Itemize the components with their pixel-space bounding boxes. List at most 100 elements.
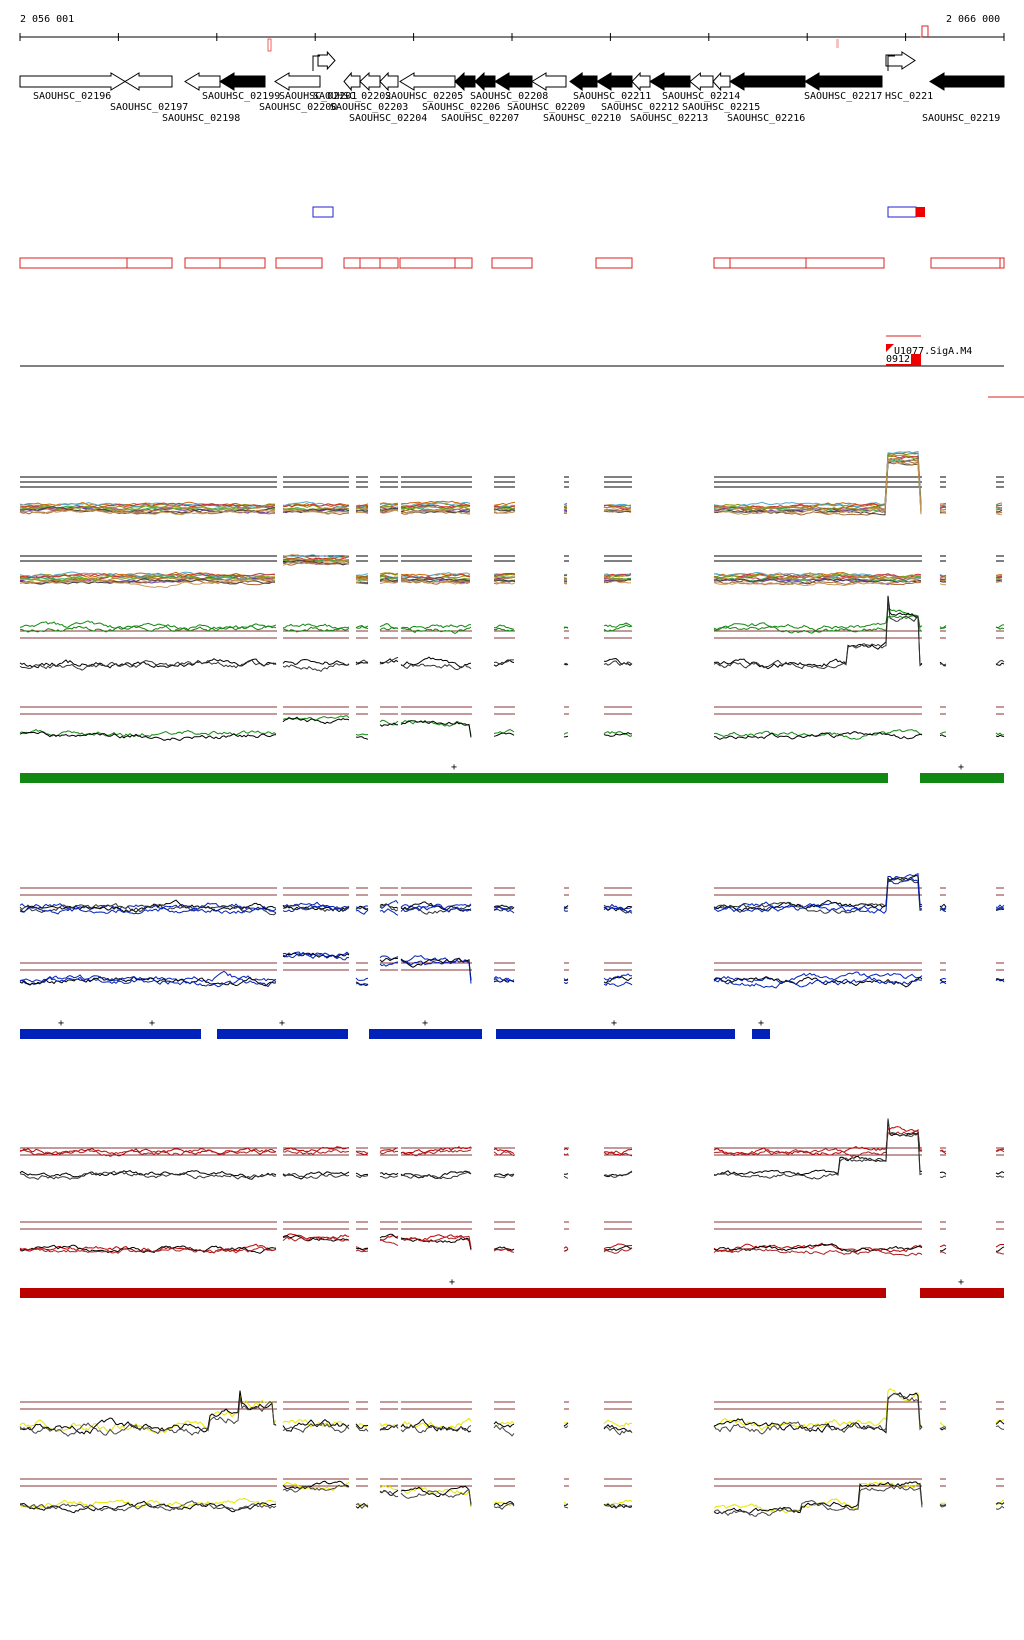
expression-trace [379, 722, 398, 727]
gene-label: SAOUHSC_02217 [804, 91, 882, 102]
expression-tracks: + + + + + + + + + + [19, 450, 1005, 1517]
expression-trace [282, 1172, 350, 1179]
red-annotation-box [713, 257, 731, 269]
red-annotation-box [126, 257, 173, 269]
expression-trace [282, 1236, 350, 1242]
expression-trace [355, 511, 369, 515]
gene-arrow [219, 72, 266, 91]
expression-trace [939, 734, 947, 737]
expression-trace [282, 1422, 350, 1434]
expression-trace [995, 1244, 1004, 1248]
expression-trace [939, 1422, 947, 1428]
expression-trace [995, 1175, 1005, 1178]
red-annotation-box [595, 257, 633, 269]
expression-trace [603, 509, 632, 513]
expression-trace [400, 1149, 472, 1157]
expression-trace [493, 580, 516, 585]
expression-trace [19, 502, 276, 509]
expression-trace [939, 502, 947, 505]
expression-trace [379, 961, 399, 967]
expression-trace [493, 627, 515, 632]
expression-trace [713, 608, 923, 632]
feature-bar [496, 1029, 735, 1039]
expression-trace [379, 1233, 399, 1239]
expression-trace [282, 658, 350, 666]
expression-trace [400, 1171, 472, 1180]
expression-trace [355, 579, 369, 583]
gene-label: SAOUHSC_02204 [349, 113, 427, 124]
expression-trace [563, 577, 568, 580]
expression-trace [355, 624, 369, 629]
gene-label: SAOUHSC_02197 [110, 102, 188, 113]
expression-trace [713, 971, 923, 984]
expression-trace [19, 574, 276, 582]
red-annotation-box [379, 257, 399, 269]
expression-trace [19, 1246, 277, 1254]
gene-arrow [359, 71, 381, 92]
gene-label: HSC_0221 [885, 91, 933, 102]
expression-trace [995, 662, 1005, 666]
expression-trace [400, 501, 471, 507]
expression-trace [400, 1146, 472, 1155]
expression-trace [282, 903, 350, 913]
sig-label: U1077.SigA.M4 [894, 346, 972, 357]
expression-trace [995, 574, 1003, 577]
expression-trace [995, 1251, 1004, 1255]
expression-trace [400, 903, 472, 913]
expression-trace [563, 1147, 569, 1151]
expression-trace [493, 1248, 515, 1253]
feature-bar [920, 1288, 1004, 1298]
expression-trace [19, 1497, 277, 1511]
expression-trace [939, 1247, 947, 1252]
expression-trace [493, 576, 516, 579]
expression-trace [563, 732, 569, 735]
gene-label: SAOUHSC_02196 [33, 91, 111, 102]
expression-trace [563, 1153, 569, 1156]
sig-block [911, 354, 921, 364]
expression-trace [282, 1480, 350, 1490]
gene-arrow [317, 50, 336, 71]
feature-bar [752, 1029, 770, 1039]
expression-trace [400, 505, 471, 510]
ruler-marker [267, 38, 272, 52]
expression-trace [563, 910, 569, 912]
sig-flag [886, 344, 894, 352]
expression-trace [379, 1147, 399, 1152]
genomic-ruler [19, 25, 1005, 52]
gene-arrow [474, 71, 496, 92]
strand-plus-mark: + [449, 1277, 455, 1288]
expression-trace [282, 1149, 350, 1156]
expression-trace [400, 1485, 472, 1504]
expression-trace [493, 501, 516, 506]
expression-trace [995, 511, 1003, 514]
gene-arrow [929, 72, 1005, 91]
expression-trace [493, 573, 516, 578]
expression-trace [19, 902, 277, 916]
expression-trace [995, 1425, 1005, 1430]
sig-underline [886, 364, 921, 366]
expression-trace [493, 572, 516, 577]
expression-trace [379, 903, 399, 912]
expression-trace [19, 970, 277, 986]
expression-trace [379, 957, 399, 963]
expression-trace [355, 736, 369, 740]
expression-trace [379, 1239, 399, 1247]
gene-arrow [649, 72, 691, 91]
expression-trace [19, 906, 277, 915]
expression-trace [493, 659, 514, 665]
expression-trace [19, 1148, 277, 1157]
expression-trace [603, 1243, 633, 1250]
gene-arrow [631, 71, 651, 92]
feature-bar [20, 1029, 201, 1039]
red-annotation-box [19, 257, 128, 269]
expression-trace [355, 625, 369, 630]
expression-trace [19, 622, 277, 633]
expression-trace [355, 982, 369, 986]
expression-trace [563, 1246, 569, 1249]
expression-trace [19, 1397, 277, 1437]
red-annotation-box [491, 257, 533, 269]
expression-trace [355, 906, 369, 911]
expression-trace [939, 1251, 947, 1255]
expression-trace [995, 904, 1005, 909]
expression-trace [995, 732, 1005, 736]
